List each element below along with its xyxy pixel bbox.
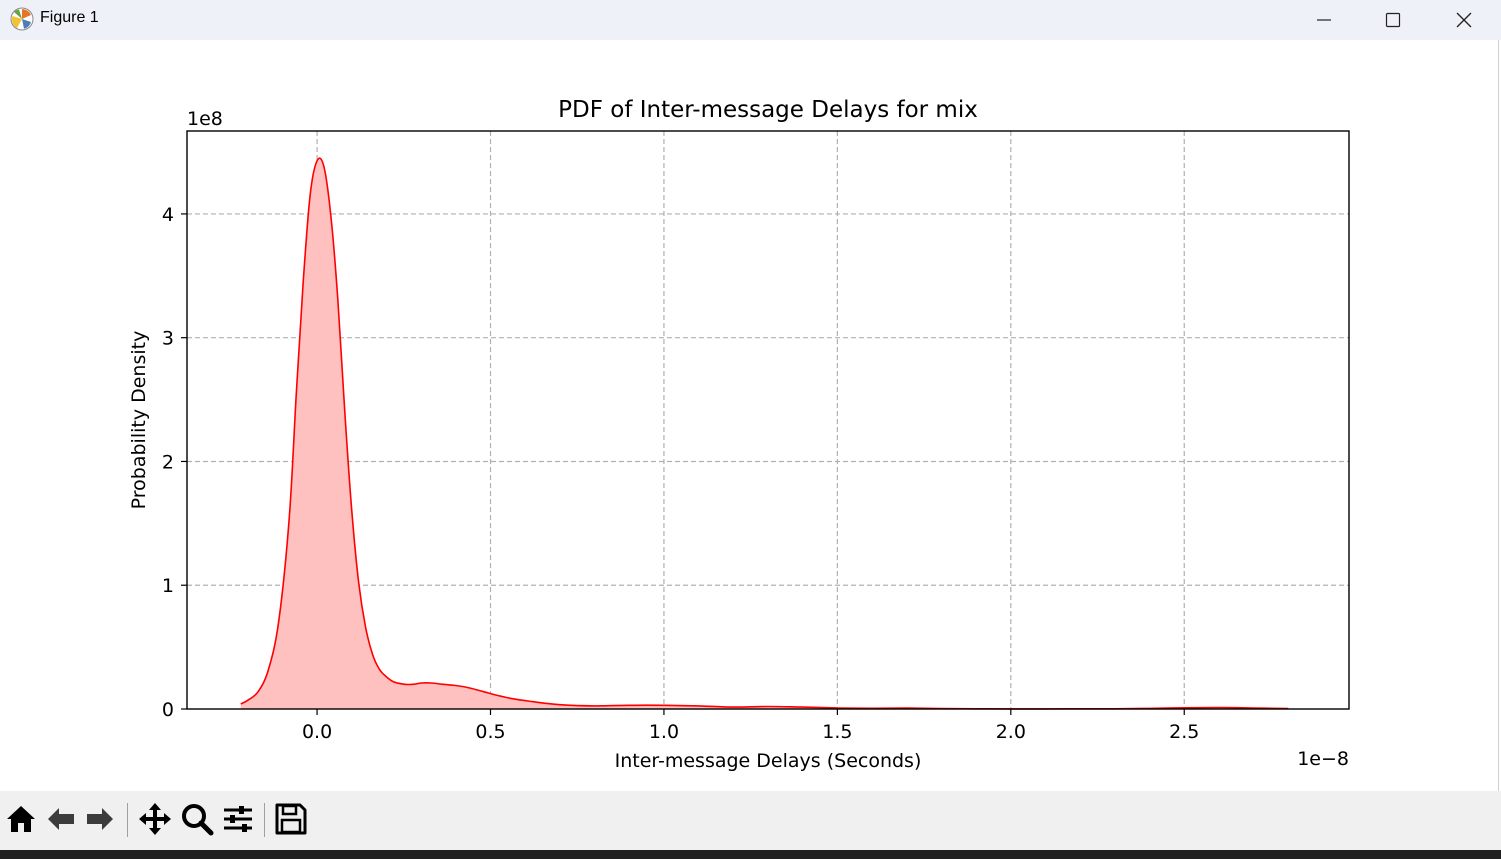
- chart: 0.0 0.5 1.0 1.5 2.0 2.5 0 1 2 3 4 PDF of Inter-mes…: [128, 97, 1350, 772]
- y-tick-label: 0: [162, 699, 174, 721]
- configure-subplots-icon: [224, 806, 252, 832]
- back-arrow-icon: [48, 808, 74, 830]
- x-tick-label: 2.0: [996, 721, 1026, 743]
- y-offset-text: 1e8: [187, 108, 223, 130]
- maximize-button[interactable]: [1359, 0, 1427, 40]
- density-curve: [240, 157, 1289, 710]
- forward-arrow-icon: [87, 808, 113, 830]
- configure-subplots-button[interactable]: [220, 796, 256, 842]
- pan-icon: [139, 803, 171, 835]
- x-axis-label: Inter-message Delays (Seconds): [615, 750, 922, 772]
- x-offset-text: 1e−8: [1297, 748, 1349, 770]
- pan-button[interactable]: [137, 796, 173, 842]
- maximize-icon: [1385, 12, 1401, 28]
- forward-button[interactable]: [82, 796, 118, 842]
- y-tick-label: 2: [162, 451, 174, 473]
- window-edge: [1498, 40, 1501, 850]
- ticks: 0.0 0.5 1.0 1.5 2.0 2.5 0 1 2 3 4: [162, 204, 1199, 743]
- figure-canvas[interactable]: 0.0 0.5 1.0 1.5 2.0 2.5 0 1 2 3 4 PDF of Inter-mes…: [0, 40, 1501, 791]
- y-tick-label: 4: [162, 204, 174, 226]
- matplotlib-icon: [10, 7, 34, 31]
- x-tick-label: 0.5: [475, 721, 505, 743]
- chart-title: PDF of Inter-message Delays for mix: [558, 97, 978, 123]
- navigation-toolbar: [0, 791, 1501, 850]
- home-icon: [7, 806, 35, 832]
- save-icon: [275, 803, 307, 835]
- zoom-button[interactable]: [179, 796, 215, 842]
- x-tick-label: 0.0: [302, 721, 332, 743]
- grid: [187, 131, 1349, 709]
- minimize-icon: [1317, 19, 1331, 21]
- window-title: Figure 1: [40, 9, 99, 26]
- y-axis-label: Probability Density: [128, 331, 150, 510]
- x-tick-label: 2.5: [1169, 721, 1199, 743]
- density-fill: [240, 158, 1289, 709]
- x-tick-label: 1.5: [822, 721, 852, 743]
- zoom-icon: [182, 804, 214, 836]
- axes-frame: [186, 130, 1350, 710]
- title-bar: Figure 1: [0, 0, 1501, 40]
- x-tick-label: 1.0: [649, 721, 679, 743]
- y-tick-label: 3: [162, 328, 174, 350]
- taskbar-edge: [0, 850, 1501, 859]
- toolbar-separator: [127, 803, 128, 837]
- minimize-button[interactable]: [1290, 0, 1358, 40]
- close-icon: [1456, 12, 1472, 28]
- y-tick-label: 1: [162, 575, 174, 597]
- close-button[interactable]: [1430, 0, 1498, 40]
- home-button[interactable]: [3, 796, 39, 842]
- toolbar-separator: [264, 803, 265, 837]
- save-button[interactable]: [273, 796, 309, 842]
- back-button[interactable]: [43, 796, 79, 842]
